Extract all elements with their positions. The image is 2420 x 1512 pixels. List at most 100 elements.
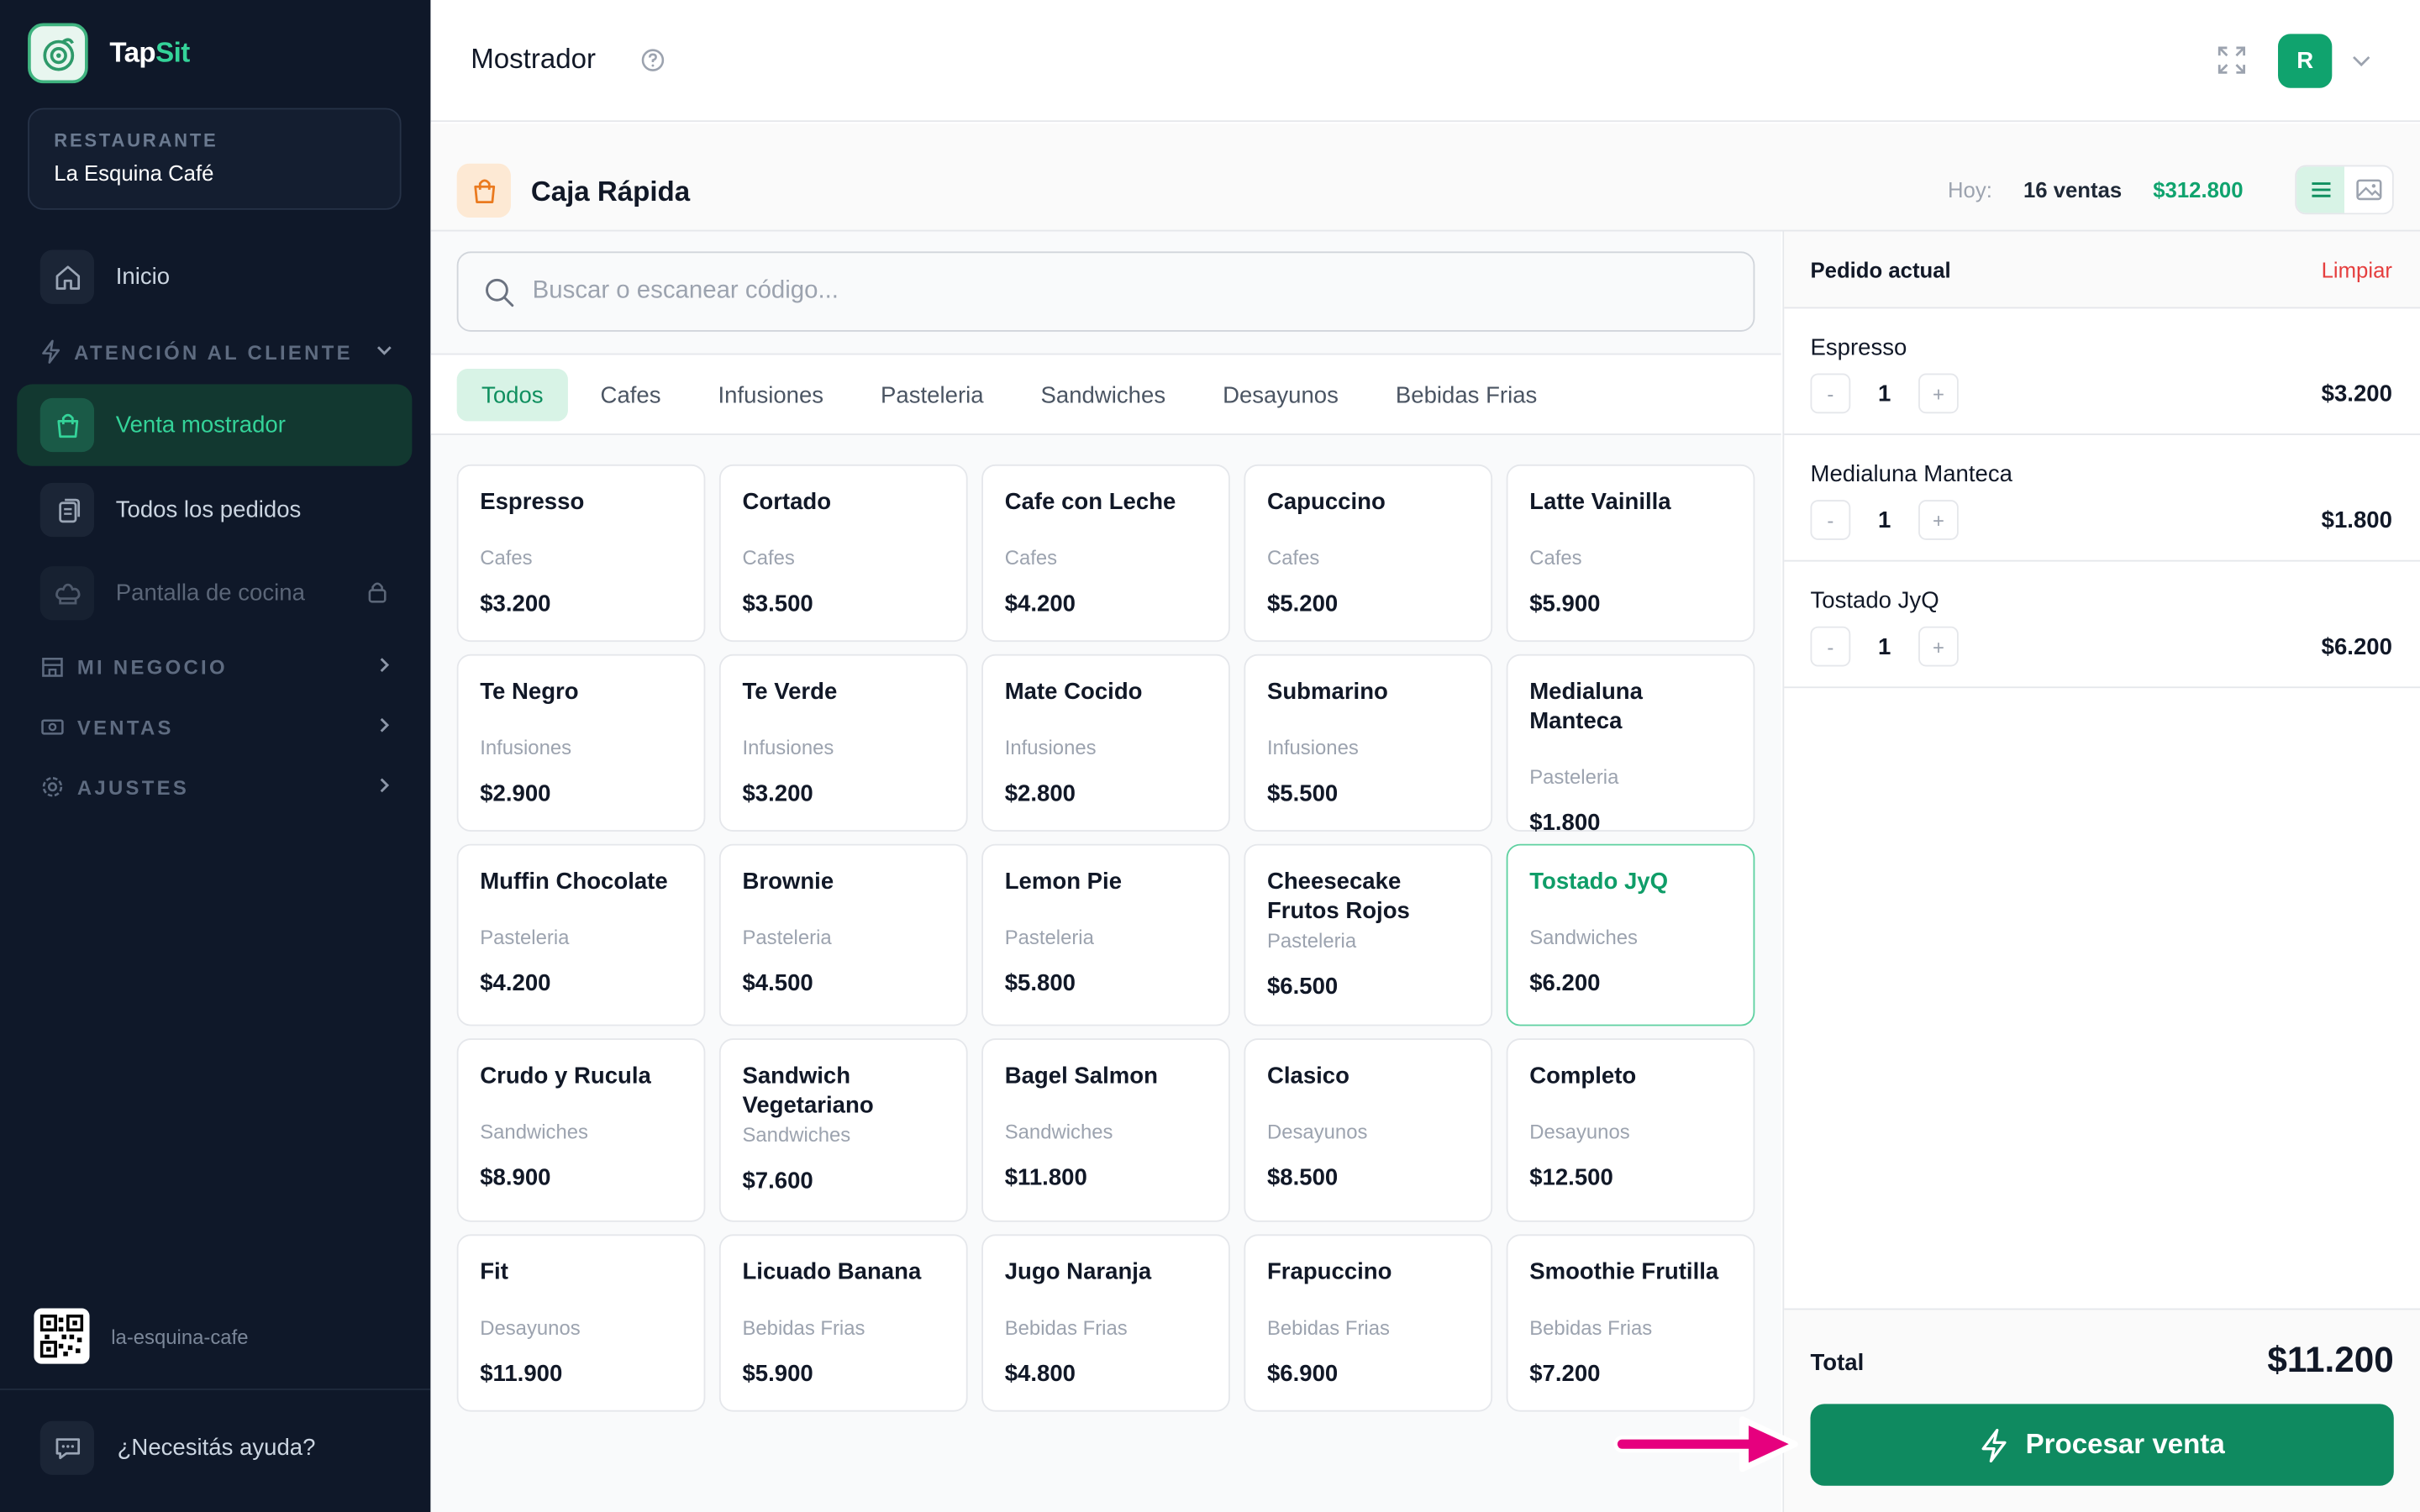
product-card[interactable]: Latte Vainilla Cafes $5.900 bbox=[1506, 464, 1755, 643]
product-price: $2.900 bbox=[480, 780, 551, 807]
product-price: $8.900 bbox=[480, 1164, 551, 1191]
tab-cafes[interactable]: Cafes bbox=[600, 381, 661, 408]
product-category: Pasteleria bbox=[1266, 928, 1357, 953]
help-link[interactable]: ¿Necesitás ayuda? bbox=[39, 1420, 315, 1475]
restaurant-label: RESTAURANTE bbox=[54, 129, 218, 152]
product-name: Te Negro bbox=[480, 679, 579, 706]
product-price: $6.500 bbox=[1266, 973, 1339, 1000]
product-card[interactable]: Smoothie Frutilla Bebidas Frias $7.200 bbox=[1506, 1234, 1755, 1412]
product-price: $5.900 bbox=[1529, 591, 1601, 617]
product-card[interactable]: Fit Desayunos $11.900 bbox=[456, 1234, 706, 1412]
product-card[interactable]: Tostado JyQ Sandwiches $6.200 bbox=[1506, 843, 1755, 1026]
product-card[interactable]: Crudo y Rucula Sandwiches $8.900 bbox=[456, 1038, 706, 1222]
clear-order-button[interactable]: Limpiar bbox=[2321, 257, 2392, 283]
product-card[interactable]: Cortado Cafes $3.500 bbox=[718, 464, 968, 643]
product-price: $4.800 bbox=[1004, 1361, 1076, 1388]
product-card[interactable]: Muffin Chocolate Pasteleria $4.200 bbox=[456, 843, 706, 1026]
product-price: $3.200 bbox=[480, 591, 551, 617]
increase-qty-button[interactable]: + bbox=[1918, 373, 1959, 414]
product-card[interactable]: Capuccino Cafes $5.200 bbox=[1244, 464, 1493, 643]
product-name: Jugo Naranja bbox=[1004, 1258, 1152, 1286]
product-card[interactable]: Te Verde Infusiones $3.200 bbox=[718, 654, 968, 832]
product-card[interactable]: Cafe con Leche Cafes $4.200 bbox=[981, 464, 1230, 643]
increase-qty-button[interactable]: + bbox=[1918, 626, 1959, 667]
product-card[interactable]: Clasico Desayunos $8.500 bbox=[1244, 1038, 1493, 1222]
search-input[interactable] bbox=[532, 253, 1737, 331]
product-card[interactable]: Jugo Naranja Bebidas Frias $4.800 bbox=[981, 1234, 1230, 1412]
order-item-name: Tostado JyQ bbox=[1810, 587, 1939, 615]
product-price: $11.800 bbox=[1004, 1164, 1087, 1191]
section-mi-negocio[interactable]: MI NEGOCIO bbox=[40, 654, 395, 679]
product-name: Espresso bbox=[480, 489, 585, 516]
image-icon bbox=[2355, 179, 2381, 201]
product-price: $7.600 bbox=[742, 1168, 813, 1194]
product-card[interactable]: Completo Desayunos $12.500 bbox=[1506, 1038, 1755, 1222]
product-category: Infusiones bbox=[1266, 736, 1359, 759]
product-price: $3.200 bbox=[742, 780, 813, 807]
tab-infusiones[interactable]: Infusiones bbox=[718, 381, 824, 408]
section-ajustes[interactable]: AJUSTES bbox=[40, 774, 395, 799]
order-title: Pedido actual bbox=[1810, 257, 1951, 283]
section-atencion-cliente[interactable]: ATENCIÓN AL CLIENTE bbox=[40, 339, 395, 364]
shopping-bag-icon bbox=[456, 163, 511, 218]
product-name: Smoothie Frutilla bbox=[1529, 1258, 1719, 1286]
product-card[interactable]: Mate Cocido Infusiones $2.800 bbox=[981, 654, 1230, 832]
brand[interactable]: TapSit bbox=[28, 23, 190, 84]
section-ventas[interactable]: VENTAS bbox=[40, 714, 395, 738]
order-header: Pedido actual Limpiar bbox=[1784, 231, 2420, 309]
product-name: Cheesecake Frutos Rojos bbox=[1266, 869, 1410, 925]
list-view-button[interactable] bbox=[2296, 166, 2345, 213]
chevron-right-icon bbox=[380, 658, 390, 673]
sales-total: $312.800 bbox=[2153, 177, 2244, 202]
tab-pasteleria[interactable]: Pasteleria bbox=[881, 381, 984, 408]
product-card[interactable]: Bagel Salmon Sandwiches $11.800 bbox=[981, 1038, 1230, 1222]
order-item-price: $6.200 bbox=[2321, 633, 2392, 661]
increase-qty-button[interactable]: + bbox=[1918, 500, 1959, 540]
image-view-button[interactable] bbox=[2344, 166, 2392, 213]
decrease-qty-button[interactable]: - bbox=[1810, 500, 1851, 540]
product-card[interactable]: Te Negro Infusiones $2.900 bbox=[456, 654, 706, 832]
restaurant-selector[interactable]: RESTAURANTE La Esquina Café bbox=[28, 108, 402, 210]
orders-icon bbox=[39, 482, 95, 538]
chevron-right-icon bbox=[380, 717, 390, 732]
product-price: $4.200 bbox=[480, 970, 551, 997]
product-card[interactable]: Frapuccino Bebidas Frias $6.900 bbox=[1244, 1234, 1493, 1412]
tab-todos[interactable]: Todos bbox=[456, 368, 568, 422]
process-sale-button[interactable]: Procesar venta bbox=[1810, 1404, 2394, 1486]
product-category: Cafes bbox=[480, 546, 533, 570]
chevron-down-icon bbox=[376, 346, 392, 355]
sidebar-item-inicio[interactable]: Inicio bbox=[17, 236, 412, 318]
product-name: Mate Cocido bbox=[1004, 679, 1143, 706]
fullscreen-icon[interactable] bbox=[2217, 45, 2248, 76]
tab-sandwiches[interactable]: Sandwiches bbox=[1040, 381, 1166, 408]
product-card[interactable]: Lemon Pie Pasteleria $5.800 bbox=[981, 843, 1230, 1026]
sidebar-item-pantalla-cocina[interactable]: Pantalla de cocina bbox=[17, 553, 412, 634]
total-bar: Total $11.200 Procesar venta bbox=[1784, 1308, 2420, 1512]
product-grid: Espresso Cafes $3.200 Cortado Cafes $3.500 Caf… bbox=[456, 464, 1755, 1412]
product-card[interactable]: Medialuna Manteca Pasteleria $1.800 bbox=[1506, 654, 1755, 837]
product-name: Cafe con Leche bbox=[1004, 489, 1176, 516]
sidebar-item-venta-mostrador[interactable]: Venta mostrador bbox=[17, 384, 413, 466]
product-category: Desayunos bbox=[1266, 1120, 1368, 1144]
product-card[interactable]: Brownie Pasteleria $4.500 bbox=[718, 843, 968, 1026]
qr-link[interactable]: la-esquina-cafe bbox=[34, 1308, 249, 1364]
product-category: Pasteleria bbox=[480, 926, 570, 949]
sidebar-item-todos-pedidos[interactable]: Todos los pedidos bbox=[17, 469, 412, 550]
product-card[interactable]: Submarino Infusiones $5.500 bbox=[1244, 654, 1493, 832]
sidebar: TapSit RESTAURANTE La Esquina Café Inici… bbox=[0, 0, 431, 1512]
product-card[interactable]: Espresso Cafes $3.200 bbox=[456, 464, 706, 643]
tab-desayunos[interactable]: Desayunos bbox=[1223, 381, 1339, 408]
product-card[interactable]: Licuado Banana Bebidas Frias $5.900 bbox=[718, 1234, 968, 1412]
chevron-down-icon[interactable] bbox=[2349, 48, 2374, 72]
decrease-qty-button[interactable]: - bbox=[1810, 626, 1851, 667]
order-item-name: Medialuna Manteca bbox=[1810, 461, 2012, 488]
product-name: Lemon Pie bbox=[1004, 869, 1123, 895]
avatar[interactable]: R bbox=[2278, 34, 2333, 88]
tab-bebidas-frias[interactable]: Bebidas Frias bbox=[1395, 381, 1538, 408]
product-name: Latte Vainilla bbox=[1529, 489, 1671, 516]
help-circle-icon[interactable] bbox=[640, 48, 665, 72]
product-card[interactable]: Sandwich Vegetariano Sandwiches $7.600 bbox=[718, 1038, 968, 1222]
product-card[interactable]: Cheesecake Frutos Rojos Pasteleria $6.500 bbox=[1244, 843, 1493, 1026]
decrease-qty-button[interactable]: - bbox=[1810, 373, 1851, 414]
